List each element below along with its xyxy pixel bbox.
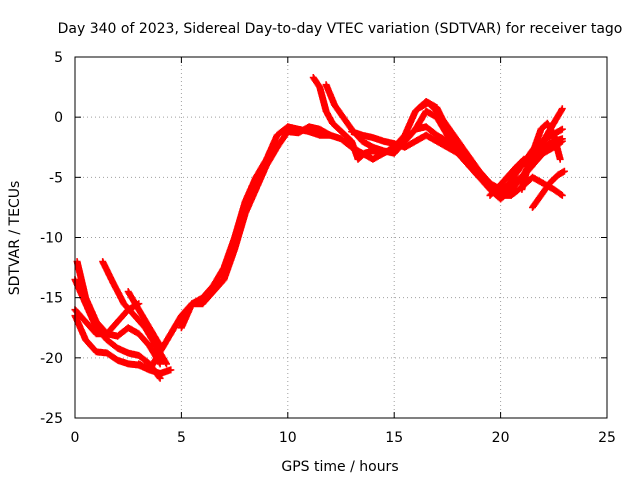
x-tick-label: 25 — [598, 430, 616, 446]
data-points — [416, 99, 483, 175]
x-axis-label: GPS time / hours — [281, 459, 398, 475]
data-points — [177, 123, 334, 332]
tick-layer: 0 5 10 15 20 25 -25 -20 -15 -10 -5 0 5 — [40, 50, 616, 446]
chart-title: Day 340 of 2023, Sidereal Day-to-day VTE… — [58, 21, 623, 37]
y-axis-label: SDTVAR / TECUs — [7, 181, 23, 296]
y-tick-label: -25 — [40, 411, 63, 427]
y-tick-label: -20 — [40, 351, 63, 367]
data-points — [529, 167, 568, 211]
y-tick-label: -15 — [40, 291, 63, 307]
series-track-6 — [124, 288, 164, 350]
series-track-12 — [416, 99, 483, 175]
x-tick-label: 5 — [177, 430, 186, 446]
x-tick-label: 20 — [492, 430, 510, 446]
data-layer — [71, 74, 568, 382]
y-tick-label: 0 — [54, 110, 63, 126]
data-points — [73, 258, 164, 368]
x-tick-label: 0 — [71, 430, 80, 446]
data-points — [124, 288, 164, 350]
series-track-3 — [73, 258, 164, 368]
y-tick-label: -5 — [49, 170, 63, 186]
x-tick-label: 15 — [385, 430, 403, 446]
y-tick-label: -10 — [40, 231, 63, 247]
series-track-8 — [177, 123, 334, 332]
data-points — [518, 119, 564, 193]
series-track-15 — [518, 119, 564, 193]
series-track-16 — [529, 167, 568, 211]
x-tick-label: 10 — [279, 430, 297, 446]
y-tick-label: 5 — [54, 50, 63, 66]
